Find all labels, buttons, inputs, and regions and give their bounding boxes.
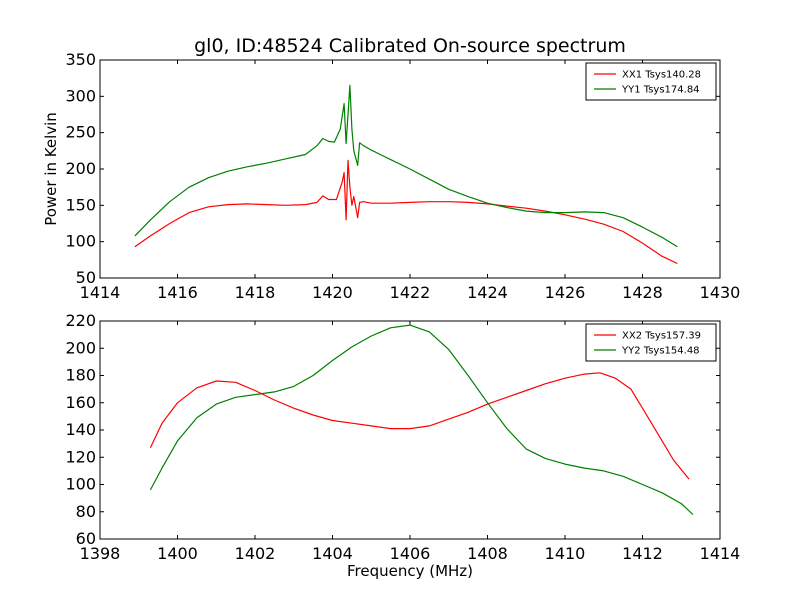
bottom-x-tick-label: 1408 xyxy=(467,544,508,563)
bottom-y-tick-label: 220 xyxy=(65,311,96,330)
top-x-tick-label: 1418 xyxy=(235,283,276,302)
top-y-tick-label: 100 xyxy=(65,232,96,251)
bottom-legend-box xyxy=(585,323,717,362)
bottom-x-tick-label: 1400 xyxy=(157,544,198,563)
top-x-tick-label: 1422 xyxy=(390,283,431,302)
bottom-legend-label-1: YY2 Tsys154.48 xyxy=(621,346,700,357)
top-x-tick-label: 1420 xyxy=(312,283,353,302)
top-y-tick-label: 300 xyxy=(65,86,96,105)
bottom-x-tick-label: 1406 xyxy=(390,544,431,563)
bottom-y-tick-label: 180 xyxy=(65,366,96,385)
bottom-panel: 1398 1400 1402 1404 1406 1408 1410 1412 1414 60 80… xyxy=(65,311,740,580)
bottom-y-tick-label: 140 xyxy=(65,420,96,439)
bottom-x-axis-label: Frequency (MHz) xyxy=(347,562,473,580)
bottom-x-tick-label: 1412 xyxy=(622,544,663,563)
bottom-series-line-1 xyxy=(149,324,694,515)
bottom-x-tick-label: 1402 xyxy=(235,544,276,563)
bottom-y-tick-label: 60 xyxy=(76,529,96,548)
bottom-series-line-0 xyxy=(149,372,690,480)
bottom-y-tick-label: 160 xyxy=(65,393,96,412)
top-x-tick-label: 1426 xyxy=(545,283,586,302)
bottom-x-tick-label: 1410 xyxy=(545,544,586,563)
bottom-y-tick-label: 100 xyxy=(65,475,96,494)
bottom-y-tick-label: 120 xyxy=(65,447,96,466)
top-x-tick-label: 1424 xyxy=(467,283,508,302)
bottom-y-tick-label: 80 xyxy=(76,502,96,521)
bottom-x-tick-label: 1398 xyxy=(80,544,121,563)
top-y-tick-label: 250 xyxy=(65,123,96,142)
top-x-tick-label: 1428 xyxy=(622,283,663,302)
bottom-x-tick-label: 1404 xyxy=(312,544,353,563)
bottom-y-tick-label: 200 xyxy=(65,338,96,357)
top-chart-title: gl0, ID:48524 Calibrated On-source spect… xyxy=(194,35,626,57)
top-legend-label-1: YY1 Tsys174.84 xyxy=(621,85,700,96)
top-y-tick-label: 350 xyxy=(65,50,96,69)
top-legend-box xyxy=(585,62,717,101)
top-series-line-1 xyxy=(134,84,678,248)
top-x-tick-label: 1430 xyxy=(700,283,741,302)
bottom-x-tick-label: 1414 xyxy=(700,544,741,563)
top-legend-label-0: XX1 Tsys140.28 xyxy=(622,70,701,81)
bottom-legend-label-0: XX2 Tsys157.39 xyxy=(622,331,701,342)
top-panel: 1414 1416 1418 1420 1422 1424 1426 1428 1430 50 10… xyxy=(42,35,740,302)
top-y-axis-label: Power in Kelvin xyxy=(42,112,60,226)
top-y-tick-label: 50 xyxy=(76,268,96,287)
top-y-tick-label: 200 xyxy=(65,159,96,178)
top-y-tick-label: 150 xyxy=(65,195,96,214)
top-x-tick-label: 1414 xyxy=(80,283,121,302)
top-x-tick-label: 1416 xyxy=(157,283,198,302)
